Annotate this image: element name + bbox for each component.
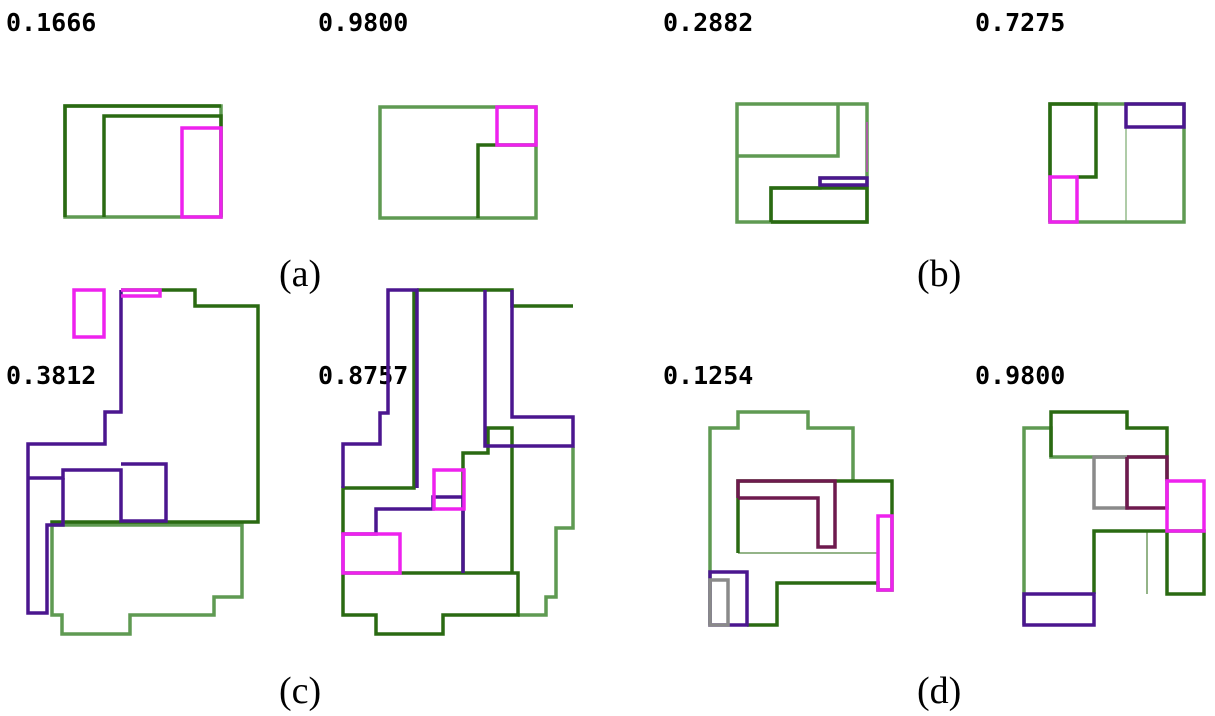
score-b-right: 0.7275 — [975, 8, 1066, 37]
room-outline — [1092, 529, 1206, 596]
room-highlight — [495, 105, 538, 147]
room-highlight — [1092, 455, 1129, 510]
score-c-left: 0.3812 — [6, 361, 97, 390]
room-outline — [63, 104, 221, 217]
score-b-left: 0.2882 — [663, 8, 754, 37]
room-outline — [102, 114, 223, 217]
score-a-right: 0.9800 — [318, 8, 409, 37]
room-highlight — [708, 578, 730, 627]
floorplan-a-right — [378, 105, 538, 220]
room-outline — [341, 288, 419, 488]
room-highlight — [1048, 175, 1079, 224]
room-highlight — [121, 288, 162, 298]
room-highlight — [1124, 102, 1186, 129]
room-outline — [476, 143, 536, 218]
room-highlight — [1165, 479, 1206, 533]
room-outline — [378, 105, 538, 220]
floorplan-b-left — [735, 102, 869, 224]
room-outline — [26, 290, 123, 478]
score-c-right: 0.8757 — [318, 361, 409, 390]
room-highlight — [736, 479, 837, 549]
room-outline — [50, 523, 244, 636]
room-highlight — [1125, 455, 1169, 510]
room-outline — [1048, 102, 1098, 222]
panel-label-d: (d) — [917, 670, 962, 712]
room-outline — [1049, 410, 1169, 481]
room-outline — [483, 290, 575, 448]
room-outline — [63, 104, 223, 219]
floorplan-c-right — [341, 288, 575, 636]
room-outline — [28, 462, 168, 523]
room-highlight — [341, 532, 402, 575]
panel-label-a: (a) — [279, 253, 322, 295]
floorplan-d-left — [708, 410, 894, 627]
room-highlight — [876, 514, 894, 592]
room-outline — [735, 102, 869, 224]
room-outline — [341, 571, 520, 636]
room-outline — [26, 478, 65, 615]
panel-label-b: (b) — [917, 253, 962, 295]
floorplan-a-left — [63, 104, 223, 219]
room-outline — [737, 104, 840, 158]
panel-label-c: (c) — [279, 670, 322, 712]
room-highlight — [72, 288, 106, 339]
score-d-right: 0.9800 — [975, 361, 1066, 390]
room-highlight — [1022, 592, 1096, 627]
room-highlight — [818, 176, 869, 187]
room-outline — [708, 410, 855, 625]
floorplan-b-right — [1048, 102, 1186, 224]
score-a-left: 0.1666 — [6, 8, 97, 37]
room-outline — [1048, 102, 1186, 224]
room-outline — [341, 290, 416, 534]
score-d-left: 0.1254 — [663, 361, 754, 390]
room-outline — [461, 426, 514, 573]
room-outline — [518, 447, 575, 617]
room-highlight — [180, 126, 223, 219]
room-highlight — [432, 468, 466, 511]
room-outline — [417, 288, 573, 308]
room-outline — [50, 288, 260, 525]
floorplan-c-left — [26, 288, 260, 636]
floorplan-d-right — [1022, 410, 1206, 627]
room-outline — [769, 186, 869, 224]
